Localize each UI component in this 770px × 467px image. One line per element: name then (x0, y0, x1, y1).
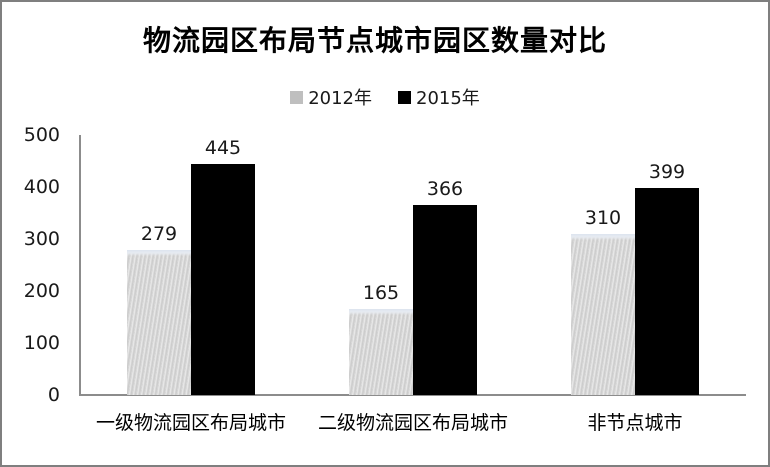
bar-2012年-非节点城市 (571, 234, 635, 395)
bar-value-label: 366 (426, 178, 464, 201)
x-tick-label-3: 非节点城市 (587, 412, 683, 434)
bar-column: 279 (127, 224, 191, 395)
bar-group-3: 310 399 (524, 135, 746, 395)
x-tick-label-2: 二级物流园区布局城市 (317, 412, 508, 434)
bar-value-label: 399 (648, 161, 686, 184)
bar-column: 366 (413, 179, 477, 395)
legend-label: 2012年 (308, 88, 372, 109)
bar-value-label: 279 (140, 223, 178, 246)
legend-item-2012年: 2012年 (290, 84, 372, 110)
bar-value-label: 310 (584, 207, 622, 230)
bar-column: 399 (635, 162, 699, 395)
legend-swatch-icon (290, 90, 304, 104)
x-tick-label-1: 一级物流园区布局城市 (95, 412, 286, 434)
bar-2012年-一级物流园区布局城市 (127, 250, 191, 395)
legend-swatch-icon (398, 90, 411, 104)
bar-column: 310 (571, 208, 635, 395)
bar-2015年-二级物流园区布局城市 (413, 205, 477, 395)
bar-2012年-二级物流园区布局城市 (349, 309, 413, 395)
legend: 2012年 2015年 (2, 84, 768, 110)
legend-item-2015年: 2015年 (398, 84, 480, 110)
bar-group-1: 279 445 (80, 135, 302, 395)
chart-title: 物流园区布局节点城市园区数量对比 (142, 24, 607, 57)
y-tick-label-400: 400 (23, 176, 60, 198)
bar-value-label: 445 (204, 137, 242, 160)
y-axis-line (79, 135, 81, 396)
y-tick-label-300: 300 (23, 228, 60, 250)
bar-value-label: 165 (362, 282, 400, 305)
bar-2015年-一级物流园区布局城市 (191, 164, 255, 395)
bar-2015年-非节点城市 (635, 188, 699, 395)
legend-label: 2015年 (416, 88, 480, 109)
bar-column: 445 (191, 138, 255, 395)
bar-column: 165 (349, 283, 413, 395)
y-tick-label-100: 100 (23, 332, 60, 354)
y-tick-label-0: 0 (47, 384, 60, 406)
x-axis-line (79, 394, 746, 396)
bar-group-2: 165 366 (302, 135, 524, 395)
y-tick-label-500: 500 (23, 124, 60, 146)
y-tick-label-200: 200 (23, 280, 60, 302)
